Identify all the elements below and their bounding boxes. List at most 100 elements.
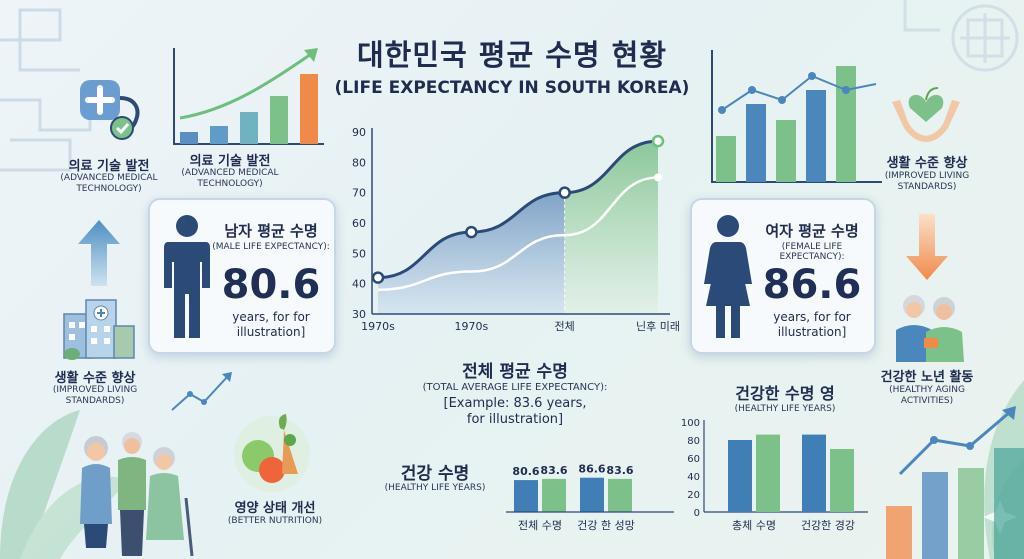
living-standards-left-en-2: STANDARDS) (65, 396, 125, 406)
series-point (465, 225, 478, 239)
nutrition-label: 영양 상태 개선 (234, 501, 316, 516)
growth-bar (240, 112, 258, 144)
series-point (371, 271, 385, 284)
y-tick-label: 30 (352, 308, 366, 321)
healthy-life-bar (542, 478, 566, 512)
living-standards-right-en-2: STANDARDS) (897, 182, 957, 192)
female-card-subtitle: (FEMALE LIFE EXPECTANCY): (779, 242, 845, 262)
male-card-subtitle: (MALE LIFE EXPECTANCY): (212, 242, 330, 252)
total-average-title: 전체 평균 수명 (462, 362, 568, 382)
female-card-note-2: illustration] (777, 325, 847, 339)
healthy-life-bar (580, 477, 604, 512)
nutrition-en: (BETTER NUTRITION) (227, 516, 323, 526)
y-tick-label: 80 (352, 156, 366, 169)
growth-bar (958, 468, 984, 559)
healthy-life-right-en: (HEALTHY LIFE YEARS) (734, 404, 836, 414)
x-tick-label: 닌후 미래 (636, 320, 680, 333)
growth-bar (270, 96, 288, 144)
male-card-note-1: years, for for (232, 310, 310, 324)
area-fill (378, 192, 565, 314)
male-figure-icon (164, 215, 210, 338)
male-life-expectancy-card: 남자 평균 수명 (MALE LIFE EXPECTANCY): 80.6 ye… (148, 198, 336, 354)
series-line-secondary (377, 176, 659, 291)
page-title: 대한민국 평균 수명 현황 (356, 38, 668, 72)
category-label: 전체 수명 (518, 519, 562, 532)
x-tick-label: 전체 (555, 320, 575, 333)
growth-chart-caption: 의료 기술 발전 (189, 154, 271, 169)
y-tick-label: 40 (687, 472, 700, 483)
healthy-years-bar (830, 449, 854, 512)
trend-line-icon (171, 372, 232, 411)
female-card-note-1: years, for for (773, 310, 851, 324)
y-tick-label: 50 (352, 247, 366, 260)
growth-bar (994, 448, 1024, 559)
bar-data-label: 83.6 (606, 464, 633, 477)
category-label: 총체 수명 (732, 519, 776, 532)
growth-bar (300, 74, 318, 144)
healthy-life-bar (608, 478, 632, 512)
healthy-life-title: 건강 수명 (400, 464, 470, 484)
growth-bar (180, 132, 198, 144)
male-life-expectancy-value: 80.6 (221, 262, 321, 308)
female-life-expectancy-value: 86.6 (762, 262, 862, 308)
series-point (558, 186, 571, 199)
hospital-icon (63, 299, 135, 360)
healthy-years-bar-chart: 0 20 40 60 80 100 총체 수명 건강한 경강 (681, 418, 868, 532)
elderly-couple-icon (896, 295, 964, 362)
growth-bar (806, 90, 826, 182)
living-standards-label-left: 생활 수준 향상 (54, 371, 136, 386)
living-standards-left-en-1: (IMPROVED LIVING (52, 385, 138, 395)
total-average-example-1: [Example: 83.6 years, (443, 396, 587, 411)
category-label: 건강한 경강 (801, 519, 855, 532)
living-standards-label-right: 생활 수준 향상 (886, 156, 968, 171)
elderly-family-icon (80, 432, 194, 557)
vegetables-icon (234, 414, 310, 492)
growth-bar (922, 472, 948, 559)
series-point (654, 173, 662, 182)
bar-data-label: 83.6 (540, 464, 567, 477)
male-card-title: 남자 평균 수명 (224, 222, 318, 240)
living-standards-growth-chart (711, 50, 882, 183)
healthy-aging-en-2: ACTIVITIES) (900, 396, 954, 406)
total-average-en: (TOTAL AVERAGE LIFE EXPECTANCY): (422, 382, 608, 393)
medical-tech-en-2: TECHNOLOGY) (76, 184, 142, 194)
male-card-note-2: illustration] (236, 325, 306, 339)
growth-bar (746, 104, 766, 182)
up-arrow-icon (78, 220, 120, 286)
growth-bar (776, 120, 796, 182)
total-average-example-2: for illustration] (466, 412, 564, 427)
bar-data-label: 80.6 (512, 465, 539, 478)
y-tick-label: 100 (681, 418, 700, 429)
heart-hands-icon (892, 87, 960, 142)
bar-data-label: 86.6 (578, 463, 605, 476)
healthy-aging-en-1: (HEALTHY AGING (889, 385, 965, 395)
growth-bar (836, 66, 856, 182)
growth-bar (716, 136, 736, 182)
female-figure-icon (704, 215, 752, 338)
x-tick-label: 1970s (361, 320, 395, 333)
female-card-title: 여자 평균 수명 (765, 222, 859, 240)
y-tick-label: 80 (687, 436, 700, 447)
healthy-life-right-title: 건강한 수명 영 (735, 384, 835, 403)
y-tick-label: 20 (687, 490, 700, 501)
y-tick-label: 60 (687, 454, 700, 465)
healthy-life-bar (514, 480, 538, 512)
growth-bar (886, 506, 912, 559)
x-tick-label: 1970s (454, 320, 488, 333)
female-life-expectancy-card: 여자 평균 수명 (FEMALE LIFE EXPECTANCY): 86.6 … (690, 198, 876, 354)
y-tick-label: 60 (352, 217, 366, 230)
medical-tech-en-1: (ADVANCED MEDICAL (60, 173, 158, 183)
y-tick-label: 40 (352, 278, 366, 291)
life-expectancy-trend-chart: 30 40 50 60 70 80 90 1970s 1970s 전체 닌후 미래 (352, 126, 680, 333)
growth-chart-caption-en-1: (ADVANCED MEDICAL (181, 168, 279, 178)
medical-tech-label: 의료 기술 발전 (68, 159, 150, 174)
down-arrow-icon (906, 214, 948, 280)
y-tick-label: 70 (352, 187, 366, 200)
healthy-aging-label: 건강한 노년 활동 (880, 370, 974, 385)
healthy-life-bar-chart: 80.6 83.6 86.6 83.6전체 수명 건강 한 성망 (506, 463, 674, 532)
growth-chart-caption-en-2: TECHNOLOGY) (197, 179, 263, 189)
rising-bars-decoration (886, 406, 1024, 559)
page-subtitle: (LIFE EXPECTANCY IN SOUTH KOREA) (334, 78, 690, 98)
living-standards-right-en-1: (IMPROVED LIVING (884, 171, 970, 181)
stethoscope-icon (80, 80, 140, 140)
